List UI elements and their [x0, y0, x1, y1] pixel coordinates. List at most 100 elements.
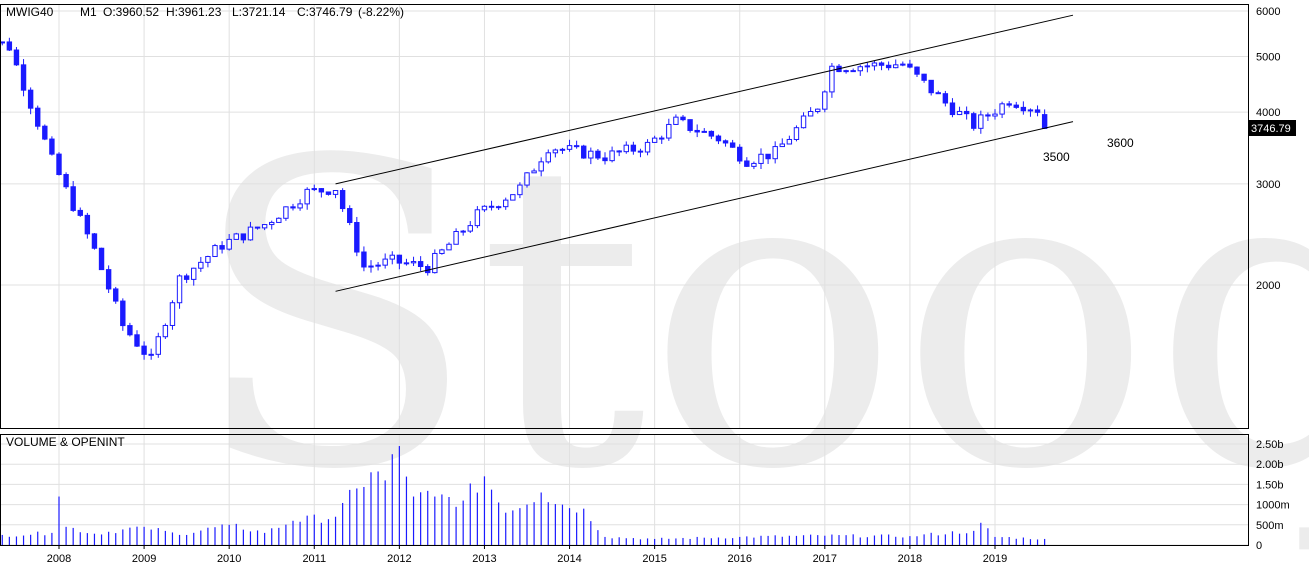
candle-body-up [552, 149, 559, 154]
trend-line [335, 121, 1074, 292]
candle [205, 255, 211, 268]
candle-body-up [247, 226, 254, 241]
candle [91, 233, 98, 250]
price-panel [0, 37, 1048, 360]
candle-body-down [637, 150, 644, 153]
candle [113, 286, 119, 304]
volume-panel [1, 446, 1046, 545]
price-tick-label: 6000 [1256, 6, 1280, 18]
candle [843, 69, 849, 74]
candle-body-down [708, 130, 715, 137]
candle-body-down [581, 145, 587, 159]
candle [956, 106, 963, 116]
header-low: L:3721.14 [232, 5, 286, 19]
x-tick-label: 2011 [302, 553, 326, 565]
candle-body-down [361, 251, 367, 268]
candle [382, 253, 388, 269]
candle [581, 144, 587, 159]
candle-body-down [680, 116, 686, 121]
candle-body-up [900, 63, 906, 66]
last-price-label: 3746.79 [1251, 123, 1291, 135]
candle [573, 140, 580, 149]
candle [460, 229, 466, 236]
candle-body-down [141, 345, 147, 355]
header-interval: M1 [80, 5, 97, 19]
candle-body-up [467, 225, 473, 232]
candle-body-down [13, 49, 20, 66]
candle-body-up [1027, 109, 1034, 112]
candle [1020, 101, 1027, 115]
header-open: O:3960.52 [103, 5, 159, 19]
candle-body-down [949, 102, 956, 116]
candle [105, 265, 112, 294]
candle [70, 181, 76, 212]
candle-body-up [169, 302, 176, 326]
candle-body-down [56, 153, 62, 176]
candle [1006, 101, 1012, 108]
candle-body-down [70, 186, 76, 211]
candle [942, 90, 949, 107]
candle-body-up [793, 127, 800, 140]
x-tick-label: 2014 [557, 553, 581, 565]
candle [687, 119, 693, 133]
candle [6, 37, 13, 52]
candle-body-up [524, 172, 530, 186]
candle-body-up [205, 256, 211, 263]
last-price-badge [1248, 120, 1296, 136]
volume-panel-frame [0, 434, 1249, 546]
price-tick-label: 3000 [1256, 179, 1280, 191]
candle-body-up [311, 188, 317, 191]
candle-body-up [786, 138, 793, 145]
candle-body-down [318, 188, 325, 193]
candle [659, 135, 665, 144]
candle-body-up [666, 123, 672, 139]
candle-body-down [105, 269, 112, 290]
candle [339, 188, 346, 212]
x-tick-label: 2009 [132, 553, 156, 565]
candle [368, 260, 374, 273]
candle [857, 64, 863, 76]
watermark-text: Stooq [190, 73, 1309, 562]
candle-body-up [269, 221, 275, 226]
candle [921, 73, 927, 83]
candle [524, 172, 530, 188]
candle [978, 110, 984, 134]
candle [673, 114, 679, 125]
annotation-3600: 3600 [1107, 136, 1134, 150]
candle [800, 112, 807, 129]
candle [169, 300, 176, 330]
candle-body-down [63, 174, 69, 188]
x-tick-label: 2018 [898, 553, 922, 565]
candle-body-down [347, 208, 353, 224]
candle-body-up [566, 145, 573, 150]
candle-body-up [772, 146, 778, 160]
grid [0, 4, 1248, 546]
candle-body-up [992, 113, 998, 117]
candle-body-down [1020, 106, 1027, 112]
candle [616, 150, 622, 157]
candle-body-up [403, 262, 410, 265]
candle [304, 187, 310, 210]
candle [914, 66, 920, 78]
x-tick-label: 2013 [472, 553, 496, 565]
candle [212, 243, 218, 258]
price-tick-label: 5000 [1256, 51, 1280, 63]
candle [261, 224, 268, 231]
candle-body-up [233, 233, 239, 240]
candle-body-up [779, 143, 785, 148]
candle-body-down [183, 275, 190, 280]
x-tick-label: 2016 [727, 553, 751, 565]
candle-body-up [212, 245, 218, 258]
candle [644, 139, 651, 156]
candle [120, 298, 126, 331]
candle [162, 323, 169, 339]
candle [198, 256, 204, 272]
candle [141, 341, 147, 360]
candle [588, 147, 594, 165]
candle-body-down [630, 144, 637, 152]
candle-body-up [191, 267, 197, 280]
candle [347, 205, 353, 226]
candle-body-down [42, 125, 48, 140]
candle-body-down [20, 64, 27, 91]
